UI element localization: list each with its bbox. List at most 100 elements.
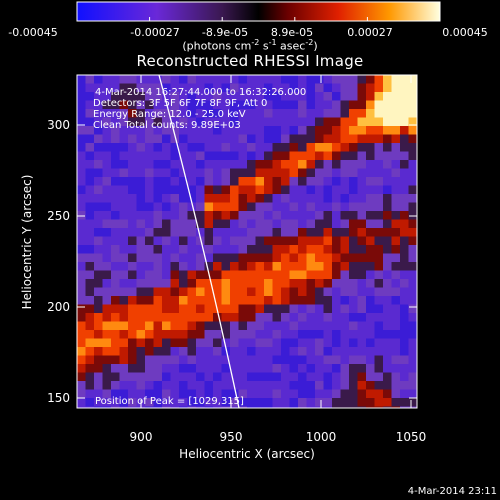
image-pixel xyxy=(298,304,307,314)
image-pixel xyxy=(289,83,299,93)
image-pixel xyxy=(366,177,375,186)
image-pixel xyxy=(340,211,350,220)
image-pixel xyxy=(187,177,197,186)
image-pixel xyxy=(374,330,384,339)
image-pixel xyxy=(272,296,282,305)
image-pixel xyxy=(196,372,205,382)
image-pixel xyxy=(315,287,324,297)
image-pixel xyxy=(366,253,375,263)
image-pixel xyxy=(332,160,341,169)
image-pixel xyxy=(102,160,112,169)
image-pixel xyxy=(289,253,299,263)
image-pixel xyxy=(119,372,129,382)
image-pixel xyxy=(315,194,324,203)
image-pixel xyxy=(213,347,222,356)
image-pixel xyxy=(272,134,282,144)
image-pixel xyxy=(374,389,384,399)
image-pixel xyxy=(272,177,282,186)
image-pixel xyxy=(162,219,171,229)
image-pixel xyxy=(153,287,163,297)
image-pixel xyxy=(323,160,333,169)
image-pixel xyxy=(340,389,350,399)
image-pixel xyxy=(204,381,214,390)
image-pixel xyxy=(128,100,137,110)
image-pixel xyxy=(281,168,290,178)
image-pixel xyxy=(187,279,197,288)
y-tick-label: 300 xyxy=(47,118,70,132)
image-pixel xyxy=(153,185,163,195)
image-pixel xyxy=(153,398,163,407)
image-pixel xyxy=(128,364,137,373)
image-pixel xyxy=(247,211,256,220)
image-pixel xyxy=(281,304,290,314)
image-pixel xyxy=(374,381,384,390)
image-pixel xyxy=(298,279,307,288)
image-pixel xyxy=(315,389,324,399)
image-pixel xyxy=(170,381,180,390)
image-pixel xyxy=(136,211,146,220)
image-pixel xyxy=(179,109,188,118)
image-pixel xyxy=(111,296,120,305)
image-pixel xyxy=(187,372,197,382)
image-pixel xyxy=(289,287,299,297)
image-pixel xyxy=(128,313,137,322)
image-pixel xyxy=(102,126,112,135)
image-pixel xyxy=(391,185,401,195)
image-pixel xyxy=(102,75,112,84)
image-pixel xyxy=(357,347,367,356)
image-pixel xyxy=(391,364,401,373)
image-pixel xyxy=(332,279,341,288)
image-pixel xyxy=(332,313,341,322)
image-pixel xyxy=(264,355,273,365)
image-pixel xyxy=(306,75,316,84)
image-pixel xyxy=(374,202,384,212)
image-pixel xyxy=(187,364,197,373)
image-pixel xyxy=(323,92,333,101)
image-pixel xyxy=(400,100,409,110)
image-pixel xyxy=(179,168,188,178)
image-pixel xyxy=(162,398,171,407)
image-pixel xyxy=(349,194,358,203)
image-pixel xyxy=(187,355,197,365)
image-pixel xyxy=(281,321,290,331)
image-pixel xyxy=(119,92,129,101)
image-pixel xyxy=(102,236,112,246)
image-pixel xyxy=(383,219,392,229)
image-pixel xyxy=(374,313,384,322)
image-pixel xyxy=(77,347,86,356)
image-pixel xyxy=(374,83,384,93)
image-pixel xyxy=(119,347,129,356)
image-pixel xyxy=(391,262,401,271)
image-pixel xyxy=(153,279,163,288)
image-pixel xyxy=(264,194,273,203)
image-pixel xyxy=(298,398,307,407)
image-pixel xyxy=(179,381,188,390)
image-pixel xyxy=(77,245,86,254)
image-pixel xyxy=(179,296,188,305)
image-pixel xyxy=(298,338,307,348)
image-pixel xyxy=(255,109,265,118)
image-pixel xyxy=(111,134,120,144)
image-pixel xyxy=(306,304,316,314)
image-pixel xyxy=(332,253,341,263)
image-pixel xyxy=(323,372,333,382)
image-pixel xyxy=(306,143,316,152)
image-pixel xyxy=(162,279,171,288)
image-pixel xyxy=(94,83,103,93)
image-pixel xyxy=(298,83,307,93)
image-pixel xyxy=(94,381,103,390)
x-tick-label: 900 xyxy=(129,430,153,444)
image-pixel xyxy=(136,321,146,331)
image-pixel xyxy=(238,245,248,254)
image-pixel xyxy=(289,117,299,127)
image-pixel xyxy=(340,202,350,212)
image-pixel xyxy=(179,330,188,339)
image-pixel xyxy=(187,202,197,212)
image-pixel xyxy=(170,338,180,348)
image-pixel xyxy=(298,194,307,203)
image-pixel xyxy=(102,304,112,314)
image-pixel xyxy=(391,398,401,407)
image-pixel xyxy=(255,304,265,314)
image-pixel xyxy=(400,151,409,161)
image-pixel xyxy=(289,75,299,84)
